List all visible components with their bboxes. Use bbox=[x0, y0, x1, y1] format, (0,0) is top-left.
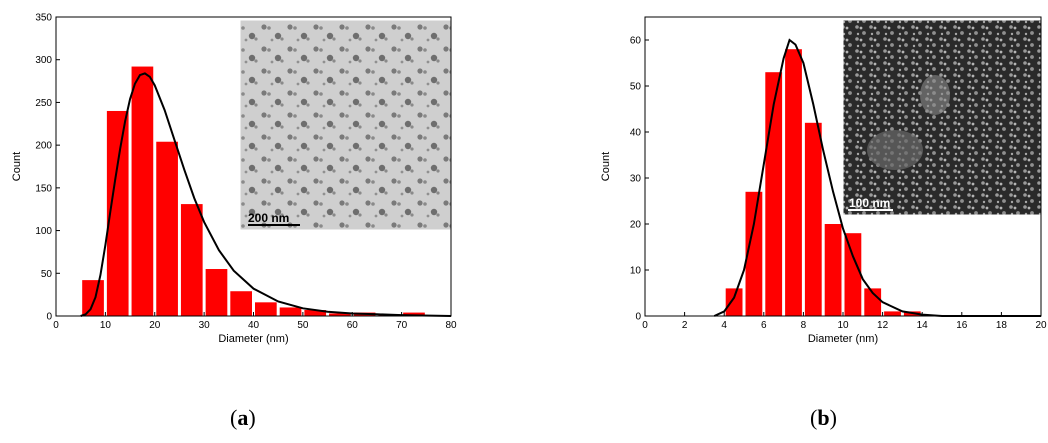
tem-inset-image-b: 100 nm bbox=[842, 19, 1042, 216]
bar-a-6 bbox=[230, 291, 252, 316]
x-tick-label-b-6: 12 bbox=[877, 320, 889, 331]
x-tick-label-a-0: 0 bbox=[53, 320, 59, 331]
y-tick-label-a-0: 0 bbox=[46, 312, 52, 323]
y-tick-label-a-4: 200 bbox=[35, 141, 52, 152]
x-tick-label-a-1: 10 bbox=[100, 320, 112, 331]
x-tick-label-a-5: 50 bbox=[297, 320, 309, 331]
panel-b: 100 nm 0 2 4 6 8 10 12 14 16 18 20 0 10 20 30 40 50 60 D… bbox=[600, 16, 1047, 345]
y-tick-label-b-1: 10 bbox=[630, 266, 642, 277]
y-tick-label-a-5: 250 bbox=[35, 98, 52, 109]
x-tick-label-b-10: 20 bbox=[1035, 320, 1047, 331]
y-axis-b: 0 10 20 30 40 50 60 bbox=[630, 36, 649, 323]
x-tick-label-b-3: 6 bbox=[761, 320, 767, 331]
panel-label-a: (a) bbox=[230, 405, 256, 430]
y-tick-label-a-7: 350 bbox=[35, 13, 52, 24]
bar-a-1 bbox=[106, 110, 129, 316]
bar-b-3 bbox=[785, 49, 802, 316]
x-axis-a: 0 10 20 30 40 50 60 70 80 bbox=[53, 312, 457, 331]
x-tick-label-a-2: 20 bbox=[149, 320, 161, 331]
bar-b-5 bbox=[824, 224, 842, 316]
panel-label-b: (b) bbox=[810, 405, 837, 430]
y-tick-label-b-2: 20 bbox=[630, 220, 642, 231]
bar-b-0 bbox=[725, 288, 743, 316]
y-axis-a: 0 50 100 150 200 250 300 350 bbox=[35, 13, 60, 323]
bar-a-4 bbox=[180, 204, 203, 316]
y-axis-label-b: Count bbox=[600, 152, 612, 181]
x-tick-label-b-0: 0 bbox=[642, 320, 648, 331]
x-tick-label-a-3: 30 bbox=[199, 320, 211, 331]
y-tick-label-a-6: 300 bbox=[35, 55, 52, 66]
bar-b-7 bbox=[864, 288, 882, 316]
y-tick-label-b-6: 60 bbox=[630, 36, 642, 47]
bar-a-0 bbox=[82, 280, 104, 316]
x-tick-label-b-8: 16 bbox=[956, 320, 968, 331]
bar-a-5 bbox=[205, 269, 228, 316]
bar-a-13 bbox=[403, 312, 425, 316]
x-tick-label-a-8: 80 bbox=[445, 320, 457, 331]
bar-a-2 bbox=[131, 66, 154, 316]
bar-a-8 bbox=[279, 307, 302, 316]
bars-a bbox=[82, 66, 450, 316]
y-tick-label-b-4: 40 bbox=[630, 128, 642, 139]
bar-a-10 bbox=[329, 313, 351, 316]
x-tick-label-a-6: 60 bbox=[347, 320, 359, 331]
panel-a: 200 nm 0 10 20 30 40 50 60 70 80 0 50 100 150 200 250… bbox=[11, 13, 457, 346]
x-axis-label-a: Diameter (nm) bbox=[218, 333, 288, 345]
scale-bar-label-b: 100 nm bbox=[849, 196, 890, 210]
x-tick-label-a-7: 70 bbox=[396, 320, 408, 331]
y-axis-label-a: Count bbox=[11, 152, 23, 181]
bar-a-9 bbox=[304, 310, 327, 316]
x-axis-label-b: Diameter (nm) bbox=[808, 333, 878, 345]
fit-curve-a bbox=[80, 72, 452, 317]
x-tick-label-b-7: 14 bbox=[917, 320, 929, 331]
y-tick-label-a-3: 150 bbox=[35, 183, 52, 194]
x-axis-b: 0 2 4 6 8 10 12 14 16 18 20 bbox=[642, 312, 1047, 331]
tem-inset-image-a: 200 nm bbox=[239, 19, 452, 231]
x-tick-label-b-4: 8 bbox=[801, 320, 807, 331]
bar-b-1 bbox=[745, 191, 763, 316]
y-tick-label-b-5: 50 bbox=[630, 82, 642, 93]
bar-a-7 bbox=[255, 302, 277, 316]
x-tick-label-b-1: 2 bbox=[682, 320, 688, 331]
fit-curve-b bbox=[713, 38, 1041, 317]
x-tick-label-b-9: 18 bbox=[996, 320, 1008, 331]
bar-b-4 bbox=[804, 122, 822, 316]
x-tick-label-b-2: 4 bbox=[721, 320, 727, 331]
y-tick-label-b-3: 30 bbox=[630, 174, 642, 185]
y-tick-label-b-0: 0 bbox=[635, 312, 641, 323]
scale-bar-label-a: 200 nm bbox=[248, 211, 289, 225]
y-tick-label-a-2: 100 bbox=[35, 226, 52, 237]
x-tick-label-b-5: 10 bbox=[837, 320, 849, 331]
bar-a-3 bbox=[156, 141, 178, 316]
y-tick-label-a-1: 50 bbox=[41, 269, 53, 280]
x-tick-label-a-4: 40 bbox=[248, 320, 260, 331]
bar-b-8 bbox=[884, 311, 901, 316]
bar-b-6 bbox=[844, 233, 862, 316]
